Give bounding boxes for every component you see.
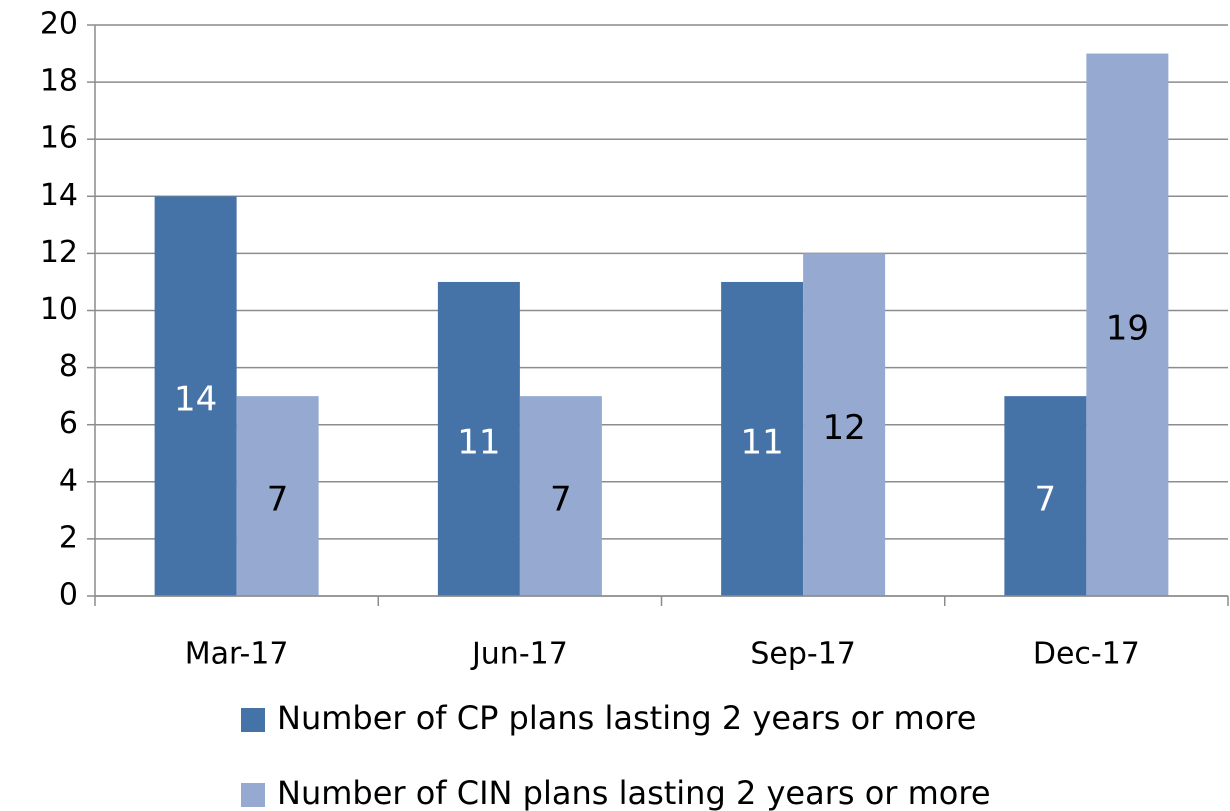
bar xyxy=(803,253,886,596)
x-tick-label: Mar-17 xyxy=(185,637,289,672)
data-label: 7 xyxy=(1035,480,1057,520)
data-label: 11 xyxy=(457,422,500,462)
legend-swatch xyxy=(241,783,265,807)
x-tick-label: Dec-17 xyxy=(1033,637,1140,672)
data-label: 7 xyxy=(550,480,572,520)
y-tick-label: 4 xyxy=(59,463,78,498)
bar xyxy=(154,196,237,597)
bar xyxy=(721,281,804,596)
y-tick-label: 6 xyxy=(59,406,78,441)
data-label: 7 xyxy=(267,480,289,520)
x-tick-label: Jun-17 xyxy=(470,637,568,672)
y-tick-label: 16 xyxy=(40,121,78,156)
bar xyxy=(1086,53,1169,597)
data-label: 11 xyxy=(740,422,783,462)
bar xyxy=(236,396,319,596)
y-tick-label: 8 xyxy=(59,349,78,384)
legend-label: Number of CP plans lasting 2 years or mo… xyxy=(277,699,976,737)
y-tick-label: 14 xyxy=(40,178,78,213)
x-tick-label: Sep-17 xyxy=(750,637,856,672)
bar xyxy=(1004,396,1087,596)
y-tick-label: 20 xyxy=(40,7,78,42)
bar xyxy=(437,281,520,596)
y-tick-label: 18 xyxy=(40,64,78,99)
legend-label: Number of CIN plans lasting 2 years or m… xyxy=(277,774,991,811)
y-tick-label: 10 xyxy=(40,292,78,327)
y-tick-label: 2 xyxy=(59,520,78,555)
bar xyxy=(519,396,602,596)
y-tick-label: 12 xyxy=(40,235,78,270)
data-label: 12 xyxy=(822,408,865,448)
data-label: 14 xyxy=(174,380,217,420)
legend-swatch xyxy=(241,708,265,732)
data-label: 19 xyxy=(1106,308,1149,348)
y-tick-label: 0 xyxy=(59,578,78,613)
